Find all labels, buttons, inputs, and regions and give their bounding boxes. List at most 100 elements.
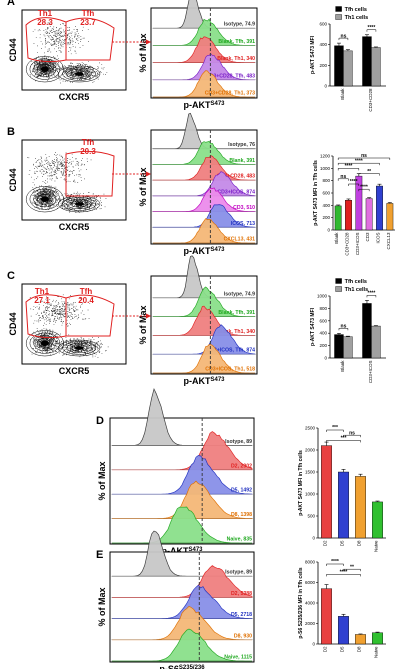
x-category-label: Blank xyxy=(340,88,345,100)
contour-ring xyxy=(62,197,97,211)
bar-y-label: p-AKT S473 MFI xyxy=(310,35,316,74)
y-tick-label: 0 xyxy=(312,536,315,541)
y-tick-label: 800 xyxy=(319,306,327,311)
histogram-label: D5, 2718 xyxy=(231,612,252,618)
histogram-label: CXCL13, 431 xyxy=(224,237,256,243)
scatter-y-label: CD44 xyxy=(8,38,18,61)
contour-ring xyxy=(29,332,61,354)
bar-y-label: p-S6 S235/236 MFI in Tfh cells xyxy=(298,567,304,638)
histogram-label: Blank, Tfh, 391 xyxy=(218,310,255,316)
contour-ring xyxy=(40,196,49,203)
bar-y-label: p-AKT S473 MFI in Tfh cells xyxy=(313,160,319,226)
x-category-label: CD3+ICOS xyxy=(368,361,373,384)
x-category-label: CD3+CD28 xyxy=(368,88,373,112)
x-label-main: p-AKT xyxy=(183,246,210,256)
x-category-label: Blank xyxy=(334,232,339,244)
contour-ring xyxy=(70,200,88,208)
gate-name: Tfh xyxy=(82,138,95,147)
y-tick-label: 2000 xyxy=(305,448,316,453)
significance-label: *** xyxy=(341,436,347,442)
histogram-label: CD3+ICOS, Th1, 518 xyxy=(205,367,255,373)
histogram-d: Isotype, 89 D2, 2902 D5, 1492 D8, 1398 Naive… xyxy=(97,387,255,556)
legend-swatch xyxy=(335,14,342,20)
contour-ring xyxy=(37,337,53,349)
bar xyxy=(345,200,352,231)
y-tick-label: 4000 xyxy=(305,601,316,606)
significance-bracket xyxy=(343,434,361,438)
histogram-x-label: p-AKTS473 xyxy=(161,546,203,556)
contour-ring xyxy=(37,193,53,205)
bar xyxy=(376,185,383,231)
bar xyxy=(371,325,381,359)
bar xyxy=(362,36,372,87)
histogram-y-label: % of Max xyxy=(138,167,148,206)
bar xyxy=(362,303,372,359)
significance-bracket xyxy=(358,188,370,192)
significance-bracket xyxy=(326,574,361,577)
x-label-main: p-AKT xyxy=(183,100,210,110)
significance-bracket xyxy=(343,568,361,572)
contour-ring xyxy=(62,341,97,355)
gate-percent: 23.7 xyxy=(80,18,96,27)
y-tick-label: 400 xyxy=(319,42,327,47)
contour-ring xyxy=(37,63,53,75)
bar xyxy=(365,198,373,231)
bar xyxy=(334,334,344,359)
significance-label: *** xyxy=(332,425,338,431)
contour-ring xyxy=(74,72,84,76)
y-tick-label: 1500 xyxy=(305,470,316,475)
contour-ring xyxy=(70,344,88,352)
x-category-label: Naive xyxy=(374,540,379,552)
bar xyxy=(343,336,353,359)
contour-ring xyxy=(25,56,64,83)
histogram-label: Blank, 391 xyxy=(229,158,255,164)
significance-bracket xyxy=(358,173,380,176)
y-tick-label: 0 xyxy=(324,356,327,361)
bar xyxy=(334,205,342,231)
significance-bracket xyxy=(337,157,391,160)
significance-label: ns xyxy=(341,324,347,330)
legend-label: Tfh cells xyxy=(345,279,367,285)
y-tick-label: 8000 xyxy=(305,560,316,565)
histogram-label: D2, 2902 xyxy=(231,463,252,469)
contour-ring xyxy=(29,58,61,80)
significance-bracket xyxy=(337,168,360,171)
significance-label: **** xyxy=(368,25,376,31)
significance-bracket xyxy=(366,29,377,32)
bar xyxy=(355,634,366,645)
histogram-label: Isotype, 74.9 xyxy=(224,22,255,28)
significance-label: ns xyxy=(340,174,346,180)
bar xyxy=(334,45,344,87)
panel-label: A xyxy=(7,0,15,8)
panel-label: C xyxy=(7,270,15,282)
bar xyxy=(372,501,383,539)
x-category-label: D5 xyxy=(340,646,345,652)
x-category-label: D5 xyxy=(340,540,345,546)
bar xyxy=(386,203,394,231)
contour-ring xyxy=(25,186,64,213)
significance-bracket xyxy=(337,162,380,166)
gate-name: Tfh xyxy=(82,9,95,18)
x-category-label: Blank xyxy=(340,360,345,372)
y-tick-label: 1000 xyxy=(317,294,328,299)
scatter-x-label: CXCR5 xyxy=(59,222,90,232)
x-category-label: CD3+ICOS xyxy=(355,233,360,256)
y-tick-label: 800 xyxy=(322,178,330,183)
histogram-x-label: p-S6S235/236 xyxy=(159,664,205,669)
significance-bracket xyxy=(338,37,349,41)
bar xyxy=(371,47,381,87)
significance-label: **** xyxy=(360,184,368,190)
histogram-y-label: % of Max xyxy=(138,305,148,344)
significance-bracket xyxy=(348,183,360,186)
scatter-y-label: CD44 xyxy=(8,168,18,191)
y-tick-label: 2000 xyxy=(305,621,316,626)
significance-label: ns xyxy=(341,33,347,39)
significance-label: ns xyxy=(349,430,355,436)
x-label-superscript: S235/236 xyxy=(179,665,205,669)
significance-label: **** xyxy=(355,158,363,164)
gate-tfh xyxy=(65,17,115,61)
histogram-label: CD3, 510 xyxy=(233,205,255,211)
histogram-label: Isotype, 89 xyxy=(225,439,252,445)
x-label-superscript: S473 xyxy=(210,101,225,107)
